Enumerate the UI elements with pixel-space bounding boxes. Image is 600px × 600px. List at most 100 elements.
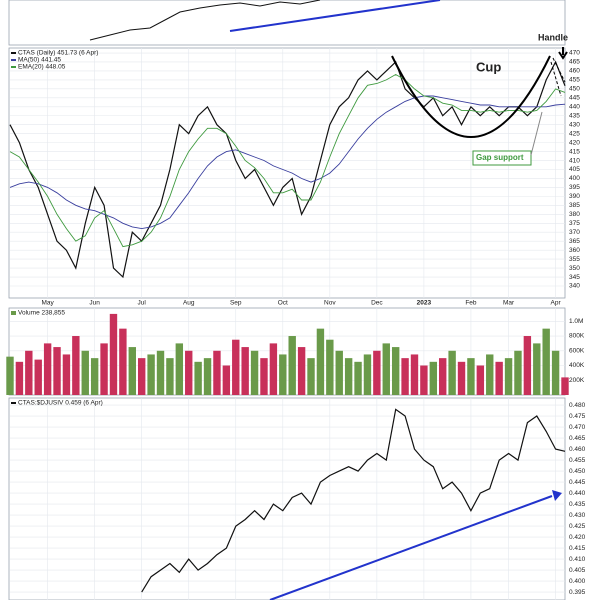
volume-bar [410,354,419,395]
y-tick-label: 455 [569,77,580,84]
x-tick-label: Apr [551,300,562,307]
gap-support-label: Gap support [476,153,524,162]
volume-bar [316,328,325,395]
y-tick-label: 0.410 [569,556,586,563]
volume-bar [137,358,146,395]
volume-bar [175,343,184,395]
x-tick-label: Aug [183,300,195,307]
volume-bar [551,350,560,395]
ratio-trend-line [269,495,553,600]
handle-arrow [558,47,568,60]
y-tick-label: 420 [569,139,580,146]
volume-bar [232,339,240,395]
y-tick-label: 0.420 [569,534,586,541]
y-tick-label: 0.480 [569,402,586,409]
y-tick-label: 0.450 [569,468,586,475]
volume-bar [185,350,193,395]
series-line [9,73,566,248]
volume-bar [297,347,306,395]
volume-bar [72,336,80,395]
volume-bar [344,358,353,395]
y-tick-label: 370 [569,229,580,236]
volume-bar [363,354,372,395]
volume-bar [401,358,409,395]
volume-bar [156,350,165,395]
x-tick-label: May [41,300,54,307]
volume-bar [194,361,202,395]
volume-bar [495,361,503,395]
y-tick-label: 0.425 [569,523,586,530]
y-tick-label: 600K [569,347,585,354]
volume-bar [34,359,42,395]
volume-bar [561,377,569,395]
volume-bar [504,358,513,395]
volume-bar [53,347,61,395]
y-tick-label: 430 [569,121,580,128]
volume-bar [269,343,278,395]
volume-bar [25,350,33,395]
volume-bar [81,350,89,395]
y-tick-label: 415 [569,148,580,155]
x-tick-label: Sep [230,300,242,307]
y-tick-label: 0.430 [569,512,586,519]
y-tick-label: 0.455 [569,457,586,464]
handle-line [552,57,566,83]
legend-label: EMA(20) 448.05 [18,64,66,71]
y-tick-label: 0.435 [569,501,586,508]
y-tick-label: 445 [569,95,580,102]
volume-bar [15,361,24,395]
volume-bar [128,347,136,395]
volume-bar [241,347,249,395]
volume-bar [203,358,212,395]
y-tick-label: 410 [569,157,580,164]
series-line [141,408,566,593]
y-tick-label: 450 [569,86,580,93]
volume-bar [476,365,485,395]
volume-bar [523,336,532,395]
series-line [9,60,566,279]
y-tick-label: 0.465 [569,435,586,442]
x-tick-label: 2023 [417,300,432,307]
volume-bar [326,339,334,395]
panel-title: Volume 238,855 [18,310,65,317]
volume-bar [354,361,362,395]
volume-bar [119,328,127,395]
volume-bar [222,365,231,395]
x-tick-label: Mar [503,300,515,307]
volume-bar [166,358,174,395]
volume-bar [213,350,221,395]
x-tick-label: Jul [138,300,147,307]
y-tick-label: 470 [569,50,580,57]
volume-bar [307,358,315,395]
cup-arc [391,55,551,138]
y-tick-label: 350 [569,265,580,272]
volume-bar [439,358,447,395]
volume-bar [448,350,456,395]
volume-bar [260,358,268,395]
handle-line [550,61,562,97]
legend-label: CTAS (Daily) 451.73 (6 Apr) [18,50,98,57]
volume-bar [62,354,71,395]
y-tick-label: 0.395 [569,589,586,596]
y-tick-label: 460 [569,68,580,75]
y-tick-label: 0.445 [569,479,586,486]
volume-bar [109,313,118,395]
top-trend-line [229,0,441,32]
y-tick-label: 340 [569,283,580,290]
legend-label: MA(50) 441.45 [18,57,61,64]
volume-bar [90,358,99,395]
y-tick-label: 1.0M [569,318,583,325]
gap-support-pointer [530,111,543,156]
y-tick-label: 360 [569,247,580,254]
y-tick-label: 395 [569,184,580,191]
volume-bar [533,343,541,395]
volume-bar [43,343,52,395]
y-tick-label: 0.400 [569,578,586,585]
gap-support-box [472,150,532,166]
y-tick-label: 440 [569,104,580,111]
ratio-trend-arrow [552,490,562,501]
legend-label: CTAS:$DJUSIV 0.459 (6 Apr) [18,400,103,407]
top-panel-line [89,0,321,41]
volume-bar [335,350,343,395]
